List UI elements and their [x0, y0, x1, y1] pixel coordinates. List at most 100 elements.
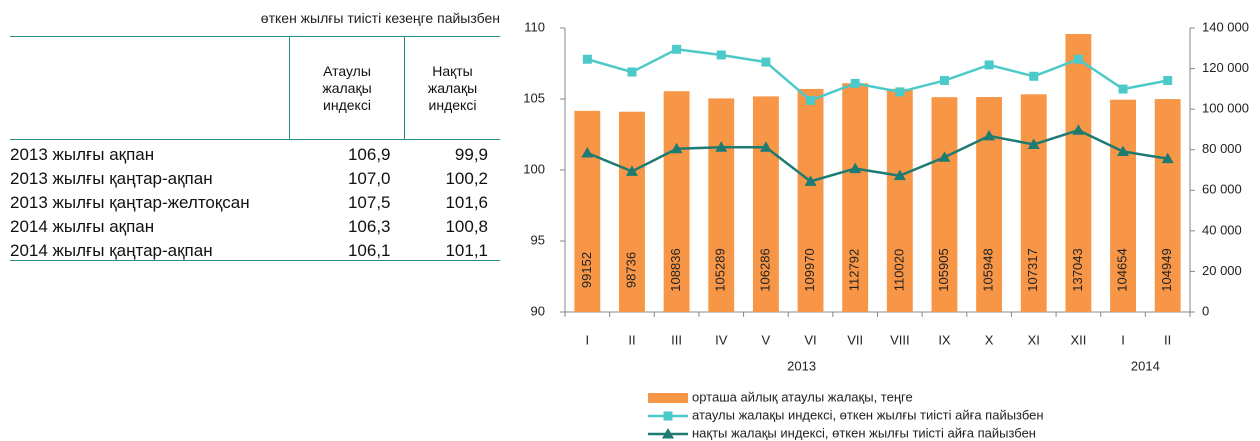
bar-value-label: 104654 — [1114, 248, 1129, 291]
cell-value: 106,9 — [347, 145, 391, 164]
legend-label: орташа айлық атаулы жалақы, теңге — [692, 389, 913, 404]
bar — [663, 91, 690, 312]
line-marker — [1118, 84, 1128, 94]
cell-value: 99,9 — [454, 145, 488, 164]
table-row: 2013 жылғы ақпан 106,9 99,9 — [10, 140, 500, 165]
row-label: 2014 жылғы қаңтар-ақпан — [10, 236, 290, 261]
row-label: 2013 жылғы қаңтар-желтоқсан — [10, 193, 250, 212]
bar — [1020, 94, 1047, 312]
x-tick-label: X — [985, 332, 994, 347]
x-tick-label: III — [671, 332, 682, 347]
y2-tick-label: 20 000 — [1202, 263, 1242, 278]
legend-marker — [663, 411, 673, 421]
y-tick-label: 100 — [523, 161, 545, 176]
x-tick-label: V — [762, 332, 771, 347]
x-tick-label: I — [1121, 332, 1125, 347]
line-marker — [938, 151, 951, 162]
x-tick-label: IX — [938, 332, 951, 347]
bar — [842, 83, 869, 312]
bar-value-label: 105289 — [713, 248, 728, 291]
line — [586, 48, 1168, 102]
line-marker — [849, 162, 862, 174]
line-marker — [983, 129, 996, 141]
line-marker — [759, 141, 772, 152]
x-tick-label: VII — [847, 332, 863, 347]
bar — [931, 97, 958, 312]
line-marker — [804, 175, 817, 186]
line-marker — [1163, 76, 1173, 86]
line-marker — [581, 146, 594, 158]
cell-value: 100,8 — [445, 217, 488, 236]
y-tick-label: 105 — [523, 90, 545, 105]
y-tick-label: 95 — [531, 232, 545, 247]
cell-value: 107,0 — [347, 169, 391, 188]
line-marker — [939, 76, 949, 86]
y-tick-label: 90 — [531, 303, 545, 318]
line-marker — [761, 57, 771, 67]
cell-value: 101,6 — [445, 193, 488, 212]
line-marker — [716, 50, 726, 60]
bar-value-label: 105905 — [936, 248, 951, 291]
bar-value-label: 98736 — [623, 252, 638, 288]
y2-tick-label: 100 000 — [1202, 101, 1249, 116]
line-marker — [1161, 152, 1174, 164]
x-tick-label: II — [628, 332, 635, 347]
line-marker — [1072, 124, 1085, 135]
x-tick-label: II — [1164, 332, 1171, 347]
bar-value-label: 105948 — [981, 248, 996, 291]
x-group-label: 2013 — [787, 358, 816, 373]
header-row: Атаулы жалақы индексі Нақты жалақы индек… — [10, 36, 500, 140]
table-caption: өткен жылғы тиісті кезеңге пайызбен — [260, 10, 500, 26]
line-marker — [627, 67, 637, 77]
x-tick-label: XI — [1028, 332, 1040, 347]
bar-value-label: 99152 — [579, 252, 594, 288]
bar-value-label: 110020 — [891, 249, 906, 291]
y2-tick-label: 140 000 — [1202, 19, 1249, 34]
row-label: 2013 жылғы қаңтар-ақпан — [10, 169, 213, 188]
table-row: 2014 жылғы қаңтар-ақпан 106,1 101,1 — [10, 236, 500, 261]
y2-tick-label: 60 000 — [1202, 182, 1242, 197]
x-tick-label: XII — [1070, 332, 1086, 347]
line-marker — [893, 169, 906, 181]
bar — [1110, 99, 1136, 312]
bar-value-label: 104949 — [1159, 248, 1174, 291]
line-marker — [625, 165, 638, 176]
bar-value-label: 106286 — [757, 248, 772, 291]
header-cell — [10, 36, 290, 140]
header-text: Атаулы жалақы индексі — [322, 62, 372, 113]
bar — [1154, 99, 1181, 312]
bar-value-label: 107317 — [1025, 248, 1040, 291]
bar — [1065, 33, 1092, 313]
x-tick-label: VI — [804, 332, 816, 347]
x-tick-label: I — [586, 332, 590, 347]
line — [586, 128, 1168, 183]
x-tick-label: VIII — [890, 332, 910, 347]
y-tick-label: 110 — [524, 19, 545, 34]
line-marker — [672, 44, 682, 54]
line-marker — [984, 60, 994, 70]
x-tick-label: IV — [715, 332, 728, 347]
row-label: 2013 жылғы ақпан — [10, 145, 155, 164]
bar-value-label: 137043 — [1070, 248, 1085, 291]
cell-value: 106,3 — [347, 217, 391, 236]
table-row: 2013 жылғы қаңтар-желтоқсан 107,5 101,6 — [10, 188, 500, 212]
bar — [574, 110, 601, 312]
header-cell: Атаулы жалақы индексі — [289, 36, 405, 140]
bar — [886, 88, 913, 312]
header-cell: Нақты жалақы индексі — [404, 36, 500, 140]
legend-swatch — [648, 393, 688, 403]
legend-label: атаулы жалақы индексі, өткен жылғы тиіст… — [692, 407, 1044, 422]
line-marker — [1073, 54, 1083, 64]
x-group-label: 2014 — [1131, 358, 1160, 373]
table-row: 2014 жылғы ақпан 106,3 100,8 — [10, 212, 500, 236]
cell-value: 101,1 — [404, 236, 500, 261]
line-marker — [1117, 145, 1130, 157]
line-marker — [806, 95, 816, 105]
bar-value-label: 109970 — [802, 248, 817, 291]
line-marker — [850, 78, 860, 88]
cell-value: 107,5 — [347, 193, 391, 212]
y2-tick-label: 0 — [1202, 303, 1209, 318]
row-label: 2014 жылғы ақпан — [10, 217, 155, 236]
